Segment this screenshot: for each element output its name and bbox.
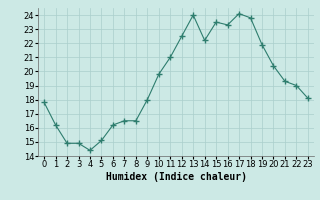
X-axis label: Humidex (Indice chaleur): Humidex (Indice chaleur) [106, 172, 246, 182]
